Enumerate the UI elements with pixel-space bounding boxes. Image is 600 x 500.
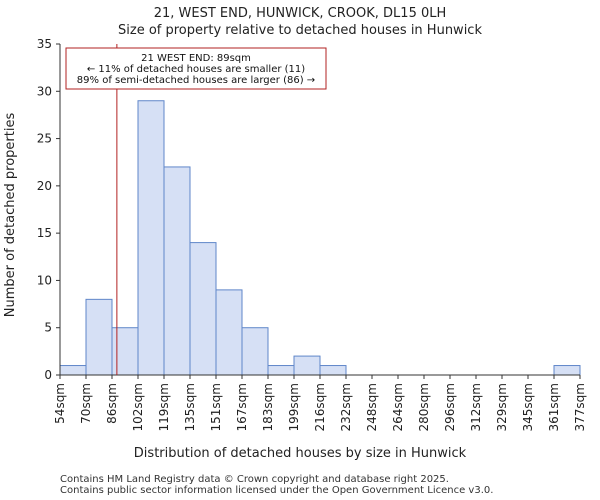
y-tick-label: 10 [37,273,52,287]
bar-183sqm [267,365,295,376]
bar-86sqm [111,327,139,376]
x-tick-label: 329sqm [495,383,509,431]
annotation-line: ← 11% of detached houses are smaller (11… [87,64,305,75]
footer-line-1: Contains HM Land Registry data © Crown c… [60,474,449,485]
bar-102sqm [137,100,165,376]
x-tick-label: 216sqm [313,383,327,431]
x-tick-label: 167sqm [235,383,249,431]
x-tick-label: 264sqm [391,383,405,431]
x-tick-label: 54sqm [53,383,67,424]
bars-group [59,100,581,376]
y-tick-label: 20 [37,179,52,193]
x-tick-label: 312sqm [469,383,483,431]
x-tick-label: 70sqm [79,383,93,424]
x-tick-label: 232sqm [339,383,353,431]
x-tick-label: 119sqm [157,383,171,431]
y-tick-label: 25 [37,132,52,146]
x-tick-label: 199sqm [287,383,301,431]
x-tick-label: 151sqm [209,383,223,431]
annotation-box [65,47,327,90]
footer: Contains HM Land Registry data © Crown c… [60,474,493,496]
x-tick-label: 280sqm [417,383,431,431]
x-axis: 54sqm 70sqm 86sqm 102sqm 119sqm 135sqm 151sqm 1… [53,374,587,431]
x-axis-label: Distribution of detached houses by size … [134,446,467,461]
x-tick-label: 345sqm [521,383,535,431]
annotation-line: 89% of semi-detached houses are larger (… [77,75,315,86]
bar-216sqm [319,365,347,376]
x-tick-label: 296sqm [443,383,457,431]
x-tick-label: 361sqm [547,383,561,431]
bar-361sqm [553,365,581,376]
footer-line-2: Contains public sector information licen… [60,485,494,496]
bar-54sqm [59,365,87,376]
x-tick-label: 377sqm [573,383,587,431]
y-tick-label: 30 [37,84,52,98]
y-tick-label: 0 [44,368,52,382]
bar-199sqm [293,355,321,376]
y-tick-label: 15 [37,226,52,240]
x-tick-label: 102sqm [131,383,145,431]
chart: 21, WEST END, HUNWICK, CROOK, DL15 0LH S… [3,6,587,461]
bar-167sqm [241,327,269,376]
chart-subtitle: Size of property relative to detached ho… [118,23,482,38]
x-tick-label: 86sqm [105,383,119,424]
y-axis: 0 5 10 15 20 25 30 35 [37,37,61,382]
bar-70sqm [85,298,113,376]
x-tick-label: 183sqm [261,383,275,431]
chart-title: 21, WEST END, HUNWICK, CROOK, DL15 0LH [154,6,447,21]
x-tick-label: 248sqm [365,383,379,431]
bar-135sqm [189,242,217,376]
y-axis-label: Number of detached properties [3,113,18,318]
y-tick-label: 35 [37,37,52,51]
marker-group: 21 WEST END: 89sqm← 11% of detached hous… [65,44,327,375]
x-tick-label: 135sqm [183,383,197,431]
bar-151sqm [215,289,243,376]
y-tick-label: 5 [44,321,52,335]
annotation-line: 21 WEST END: 89sqm [141,53,251,64]
bar-119sqm [163,166,191,376]
